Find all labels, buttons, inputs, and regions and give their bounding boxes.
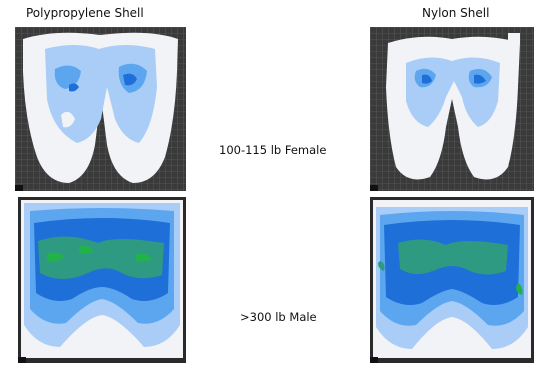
male-row-label: >300 lb Male (240, 310, 317, 324)
polypropylene-shell-title: Polypropylene Shell (26, 6, 144, 20)
pressure-map-polypropylene-female (15, 27, 186, 191)
pressure-map-nylon-female (370, 27, 534, 191)
pressure-map-polypropylene-male (18, 197, 186, 363)
pressure-map-nylon-male (370, 197, 534, 363)
female-row-label: 100-115 lb Female (219, 143, 327, 157)
nylon-shell-title: Nylon Shell (422, 6, 490, 20)
